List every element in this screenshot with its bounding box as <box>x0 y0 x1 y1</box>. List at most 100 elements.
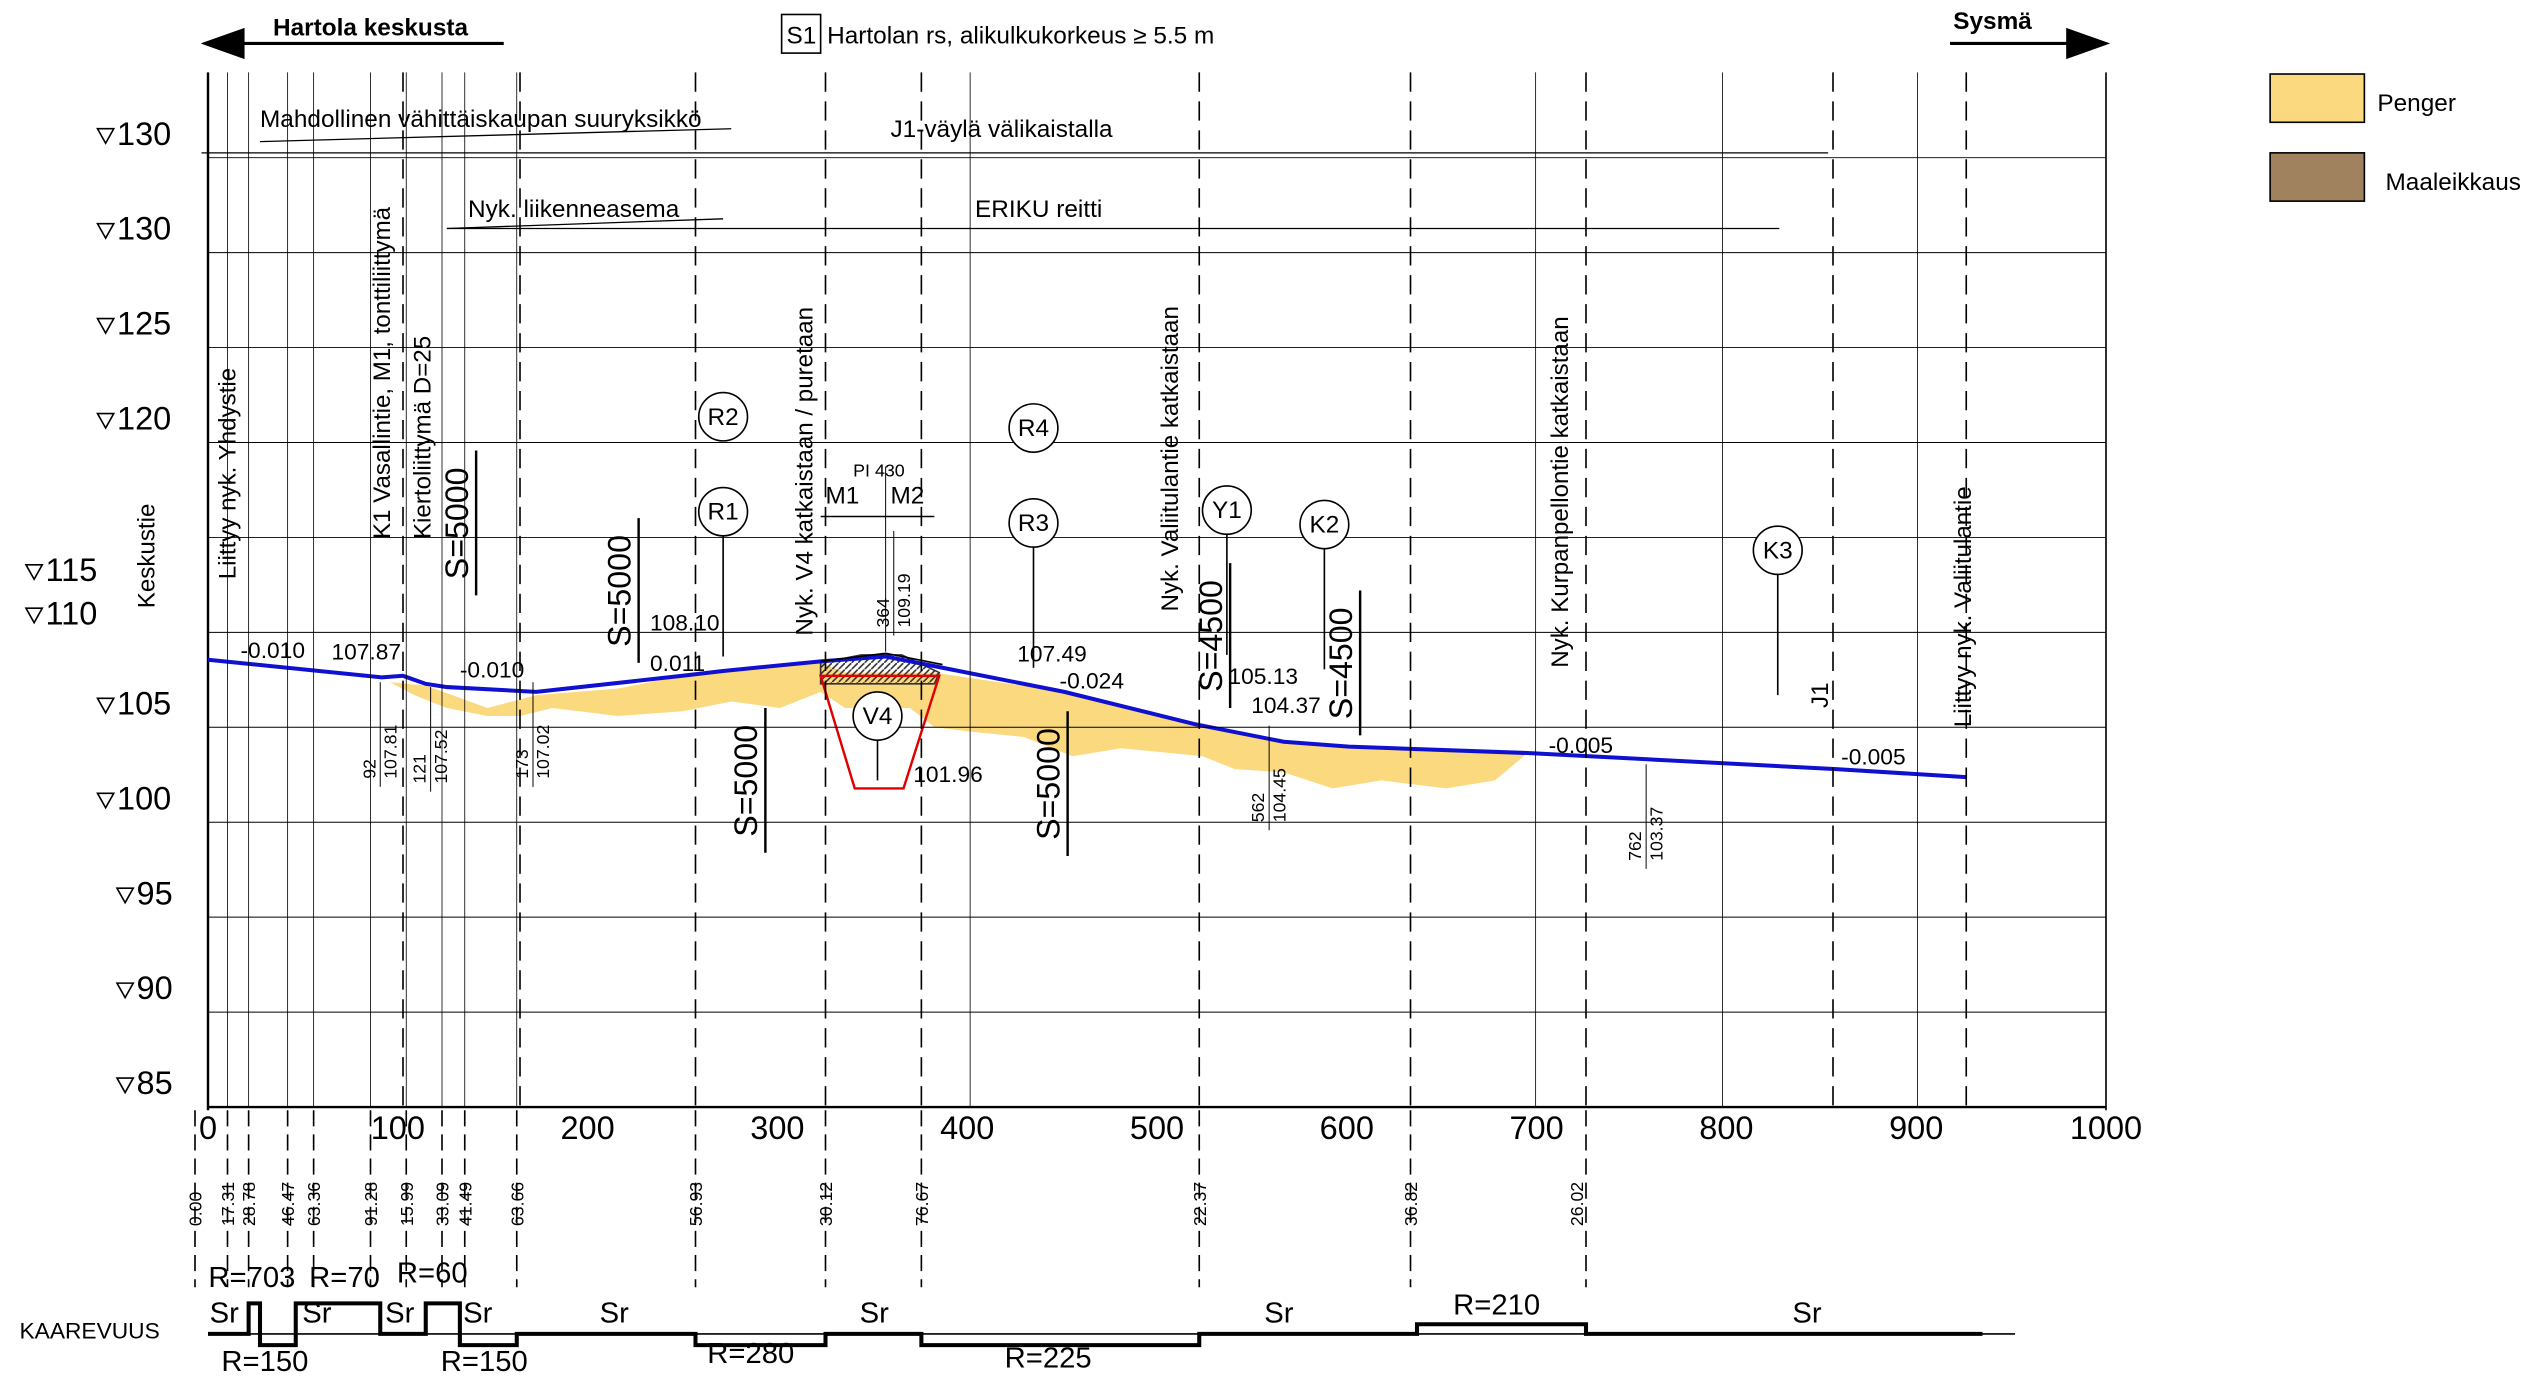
station-point: 104.45 <box>1269 768 1289 822</box>
elevation-value: 104.37 <box>1251 693 1321 718</box>
vertical-curve: S=5000 <box>1030 728 1066 840</box>
vertical-curve: S=5000 <box>601 535 637 647</box>
pi-lines <box>820 652 943 666</box>
station-label: 600 <box>1320 1110 1374 1146</box>
vertical-label: Keskustie <box>133 504 160 609</box>
curve-length: 76.67 <box>912 1182 932 1226</box>
elevation-symbol <box>115 1077 135 1095</box>
station-point: 109.19 <box>894 573 914 627</box>
pi-label: M1 <box>826 483 860 510</box>
station-label: 100 <box>371 1110 425 1146</box>
profile-line <box>207 654 1967 780</box>
curve-length: 91.28 <box>361 1182 381 1226</box>
span-label: ERIKU reitti <box>975 196 1102 223</box>
vertical-label: Nyk. V4 katkaistaan / puretaan <box>791 307 818 636</box>
marker-label: R1 <box>708 499 739 526</box>
direction-arrows <box>200 13 2111 60</box>
curve-length: 22.37 <box>1190 1182 1210 1226</box>
station-label: 700 <box>1509 1110 1563 1146</box>
elevation-symbol <box>115 887 135 905</box>
station-point: 92 <box>359 759 379 779</box>
marker-label: K2 <box>1309 512 1339 539</box>
legend-label: Penger <box>2377 90 2456 117</box>
station-point: 107.02 <box>533 725 553 779</box>
curve-length: 26.02 <box>1567 1182 1587 1226</box>
curvature-label: R=150 <box>221 1346 308 1378</box>
direction: Hartola keskusta <box>273 15 469 42</box>
station-label: 200 <box>560 1110 614 1146</box>
vertical-label: Nyk. Kurpanpellontie katkaistaan <box>1547 316 1574 667</box>
marker-label: R2 <box>708 404 739 431</box>
grade: -0.010 <box>460 658 524 683</box>
pi-label: M2 <box>891 483 925 510</box>
grade: 0.011 <box>650 651 705 676</box>
elevation-value: 108.10 <box>650 611 720 636</box>
curve-length: 0.00 <box>185 1192 205 1227</box>
curve-length: 56.93 <box>686 1182 706 1226</box>
curvature-label: R=150 <box>441 1346 528 1378</box>
curve-length: 63.36 <box>304 1182 324 1226</box>
vertical-label: K1 Vasallintie, M1, tonttiliittymä <box>369 206 396 539</box>
elevation-label: 130 <box>117 211 171 247</box>
vertical-curve: S=5000 <box>728 725 764 837</box>
elevation-label: 120 <box>117 401 171 437</box>
elevation-label: 115 <box>45 552 97 588</box>
station-point: 562 <box>1248 793 1268 823</box>
curvature-label: Sr <box>860 1298 890 1330</box>
marker-label: R3 <box>1018 510 1049 537</box>
station-point: 121 <box>410 754 430 784</box>
station-label: 900 <box>1889 1110 1943 1146</box>
elevation-label: 100 <box>117 780 171 816</box>
elevation-symbol <box>96 792 116 810</box>
station-point: 173 <box>512 749 532 779</box>
curvature-label: R=70 <box>309 1262 380 1294</box>
curvature-label: Sr <box>302 1298 332 1330</box>
elevation-label: 125 <box>117 306 171 342</box>
grade: -0.005 <box>1549 733 1613 758</box>
legend-label: Maaleikkaus <box>2386 169 2521 196</box>
elevation-value: 105.13 <box>1229 664 1299 689</box>
curve-length: 28.78 <box>239 1182 259 1226</box>
curve-length: 15.99 <box>397 1182 417 1226</box>
span-label: J1-väylä välikaistalla <box>891 116 1114 143</box>
curvature-label: R=60 <box>397 1258 468 1290</box>
elevation-symbol <box>115 982 135 1000</box>
elevation-value: 107.87 <box>332 640 402 665</box>
station-point: 107.81 <box>380 725 400 779</box>
elevation-label: 90 <box>137 970 173 1006</box>
curvature-label: R=703 <box>208 1262 295 1294</box>
elevation-symbol <box>96 127 116 145</box>
curvature-label: Sr <box>385 1298 415 1330</box>
elevation-symbol <box>96 412 116 430</box>
marker-label: R4 <box>1018 415 1049 442</box>
grade: -0.010 <box>241 638 305 663</box>
curvature-label: Sr <box>1792 1298 1822 1330</box>
line <box>446 218 724 230</box>
span-label: Nyk. liikenneasema <box>468 196 680 223</box>
station-point: 762 <box>1625 831 1645 861</box>
station-point: 103.37 <box>1646 807 1666 861</box>
vertical-curve: S=5000 <box>439 467 475 579</box>
elevation-symbol <box>96 697 116 715</box>
underpass <box>818 674 941 790</box>
elevation-label: 110 <box>45 595 97 631</box>
curvature-label: Sr <box>600 1298 630 1330</box>
elevation-value: 101.96 <box>913 762 983 787</box>
marker <box>1008 498 1059 548</box>
curve-length: 30.12 <box>816 1182 836 1226</box>
header-text: Hartolan rs, alikulkukorkeus ≥ 5.5 m <box>827 23 1214 50</box>
line <box>259 128 732 143</box>
station-label: 400 <box>940 1110 994 1146</box>
direction: Sysmä <box>1953 8 2032 35</box>
station-point: 107.52 <box>431 730 451 784</box>
curvature-label: Sr <box>463 1298 493 1330</box>
vertical-label: Liittyy nyk. Valiitulantie <box>1950 486 1977 727</box>
vertical-curve: S=4500 <box>1193 580 1229 692</box>
marker <box>697 391 749 442</box>
curve-length: 41.49 <box>455 1182 475 1226</box>
curvature-title: KAAREVUUS <box>20 1319 160 1344</box>
vertical-label: Kiertoliittymä D=25 <box>410 336 437 539</box>
elevation-label: 105 <box>117 686 171 722</box>
station-label: 800 <box>1699 1110 1753 1146</box>
